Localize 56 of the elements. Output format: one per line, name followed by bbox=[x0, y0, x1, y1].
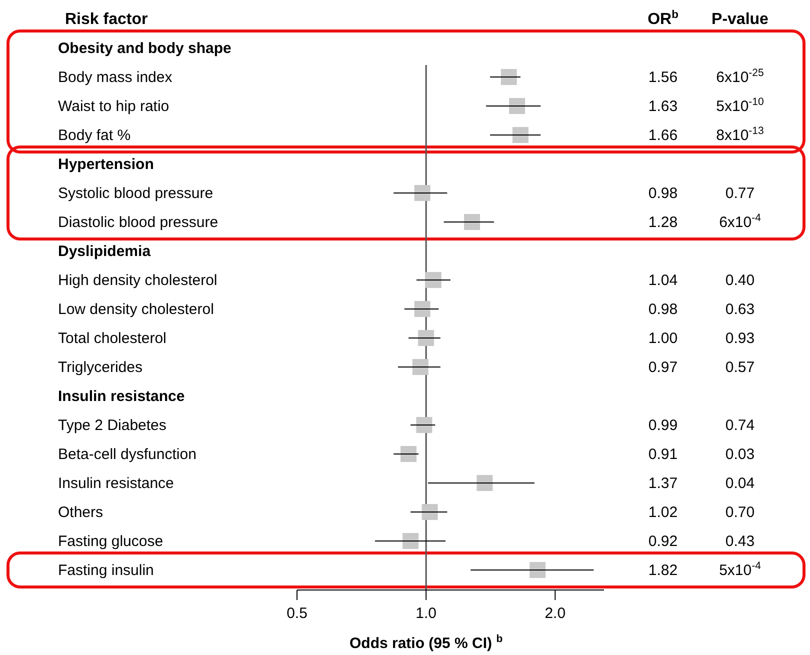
text: 0.43 bbox=[725, 533, 755, 550]
y-tick-label: Type 2 Diabetes bbox=[58, 417, 166, 434]
text: 0.63 bbox=[725, 301, 755, 318]
y-tick-label: Triglycerides bbox=[58, 359, 142, 376]
text: 0.04 bbox=[725, 475, 755, 492]
data-label: 0.92 bbox=[648, 533, 678, 550]
data-label: 1.66 bbox=[648, 127, 678, 144]
y-tick-label: Insulin resistance bbox=[58, 475, 174, 492]
y-tick-label: Beta-cell dysfunction bbox=[58, 446, 196, 463]
x-tick-label: 2.0 bbox=[544, 605, 566, 622]
y-axis-title: Risk factor bbox=[65, 11, 148, 28]
y-tick-label: Body mass index bbox=[58, 69, 173, 86]
text: 0.70 bbox=[725, 504, 755, 521]
y-tick-label: Hypertension bbox=[58, 156, 154, 173]
data-label: 1.02 bbox=[648, 504, 678, 521]
text: 5x10$^{-10}$ bbox=[716, 96, 764, 115]
text: 0.77 bbox=[725, 185, 755, 202]
y-tick-label: Body fat % bbox=[58, 127, 131, 144]
data-label: 1.37 bbox=[648, 475, 678, 492]
text: OR$^{b}$ bbox=[648, 9, 679, 28]
data-label: 0.99 bbox=[648, 417, 678, 434]
data-label: 0.98 bbox=[648, 185, 678, 202]
text: 0.03 bbox=[725, 446, 755, 463]
y-tick-label: Low density cholesterol bbox=[58, 301, 214, 318]
text: 0.93 bbox=[725, 330, 755, 347]
data-label: 1.28 bbox=[648, 214, 678, 231]
text: 8x10$^{-13}$ bbox=[716, 125, 764, 144]
data-label: 1.56 bbox=[648, 69, 678, 86]
y-tick-label: Obesity and body shape bbox=[58, 40, 232, 57]
y-tick-label: High density cholesterol bbox=[58, 272, 218, 289]
text: 0.74 bbox=[725, 417, 755, 434]
data-label: 1.82 bbox=[648, 562, 678, 579]
y-tick-label: Insulin resistance bbox=[58, 388, 185, 405]
text: 5x10$^{-4}$ bbox=[719, 560, 762, 579]
data-label: 0.98 bbox=[648, 301, 678, 318]
data-label: 1.00 bbox=[648, 330, 678, 347]
y-tick-label: Diastolic blood pressure bbox=[58, 214, 218, 231]
data-label: 0.91 bbox=[648, 446, 678, 463]
x-tick-label: 0.5 bbox=[286, 605, 308, 622]
y-tick-label: Total cholesterol bbox=[58, 330, 166, 347]
y-tick-label: Dyslipidemia bbox=[58, 243, 152, 260]
data-label: 1.63 bbox=[648, 98, 678, 115]
y-tick-label: Systolic blood pressure bbox=[58, 185, 214, 202]
y-tick-label: Fasting insulin bbox=[58, 562, 154, 579]
y-tick-label: Waist to hip ratio bbox=[58, 98, 170, 115]
text: 6x10$^{-4}$ bbox=[719, 212, 762, 231]
text: 0.40 bbox=[725, 272, 755, 289]
data-label: 1.04 bbox=[648, 272, 678, 289]
text: 0.57 bbox=[725, 359, 755, 376]
x-tick-label: 1.0 bbox=[416, 605, 436, 622]
text: 6x10$^{-25}$ bbox=[716, 67, 764, 86]
y-tick-label: Others bbox=[58, 504, 104, 521]
data-label: 0.97 bbox=[648, 359, 678, 376]
text: P-value bbox=[712, 11, 769, 28]
y-tick-label: Fasting glucose bbox=[58, 533, 164, 550]
x-axis-title: Odds ratio (95 % CI) $^{b}$ bbox=[350, 633, 503, 652]
